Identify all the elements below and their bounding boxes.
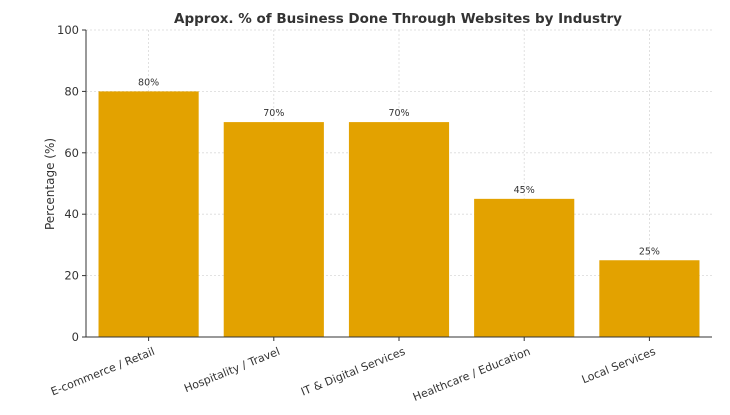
bar [98, 91, 199, 338]
bar [348, 122, 450, 337]
x-tick-label: E-commerce / Retail [49, 345, 157, 399]
x-tick-label: Hospitality / Travel [182, 345, 282, 395]
bar [223, 122, 324, 337]
y-tick-label: 80 [64, 84, 79, 98]
data-label: 70% [388, 108, 409, 119]
data-label: 70% [263, 108, 284, 119]
bar [599, 260, 700, 337]
data-label: 45% [514, 185, 535, 196]
bars-layer: 80% 70% 70% 45% 25% [98, 77, 700, 338]
y-tick-label: 60 [64, 146, 79, 160]
chart-title: Approx. % of Business Done Through Websi… [174, 11, 622, 27]
x-tick-label: Local Services [580, 345, 658, 387]
bar [474, 198, 575, 337]
data-label: 80% [138, 77, 159, 88]
y-tick-label: 0 [72, 330, 79, 344]
y-tick-label: 20 [64, 269, 79, 283]
y-tick-label: 100 [57, 23, 79, 37]
y-tick-label: 40 [64, 207, 79, 221]
x-tick-label: Healthcare / Education [411, 345, 532, 404]
y-axis-label: Percentage (%) [43, 138, 57, 230]
data-label: 25% [639, 246, 660, 257]
x-tick-label: IT & Digital Services [299, 345, 407, 399]
